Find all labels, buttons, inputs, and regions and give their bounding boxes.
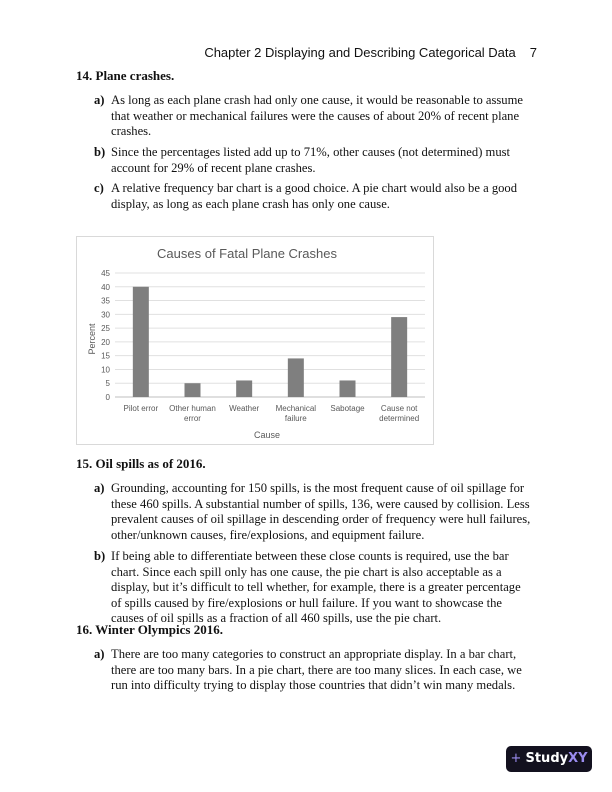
y-tick-label: 5 <box>106 379 111 388</box>
bar <box>391 317 408 397</box>
x-tick-label: Cause not <box>381 404 418 413</box>
y-tick-label: 35 <box>101 297 110 306</box>
x-tick-label: error <box>184 414 201 423</box>
q15-a: a) Grounding, accounting for 150 spills, … <box>94 481 531 542</box>
q14-a: a) As long as each plane crash had only o… <box>94 93 523 139</box>
y-tick-label: 10 <box>101 365 110 374</box>
bar-chart: Causes of Fatal Plane Crashes Percent Ca… <box>76 236 434 445</box>
x-tick-label: determined <box>379 414 419 423</box>
y-tick-label: 45 <box>101 269 110 278</box>
y-tick-label: 25 <box>101 324 110 333</box>
y-tick-label: 15 <box>101 352 110 361</box>
x-tick-label: Weather <box>229 404 259 413</box>
studyxy-logo: + StudyXY <box>506 746 592 772</box>
chart-svg: Causes of Fatal Plane Crashes Percent Ca… <box>87 246 425 440</box>
bar <box>339 380 356 397</box>
x-tick-label: Sabotage <box>330 404 365 413</box>
x-tick-label: Pilot error <box>123 404 158 413</box>
q16-a: a) There are too many categories to const… <box>94 647 522 693</box>
q14-c: c) A relative frequency bar chart is a go… <box>94 181 518 211</box>
y-tick-label: 30 <box>101 310 110 319</box>
q14-b: b) Since the percentages listed add up to… <box>94 145 511 175</box>
y-axis-label: Percent <box>87 323 97 355</box>
x-tick-label: Mechanical <box>276 404 317 413</box>
page-number: 7 <box>529 45 537 60</box>
q16-heading: 16. Winter Olympics 2016. <box>76 622 223 637</box>
page-header: Chapter 2 Displaying and Describing Cate… <box>204 45 537 60</box>
y-tick-label: 40 <box>101 283 110 292</box>
bar <box>132 286 149 397</box>
x-tick-label: Other human <box>169 404 216 413</box>
q14-heading: 14. Plane crashes. <box>76 68 175 83</box>
bar <box>287 358 304 397</box>
x-axis-label: Cause <box>254 430 280 440</box>
q15-heading: 15. Oil spills as of 2016. <box>76 456 206 471</box>
y-tick-label: 0 <box>106 393 111 402</box>
bar <box>236 380 253 397</box>
q15-b: b) If being able to differentiate between… <box>94 549 521 626</box>
chart-title: Causes of Fatal Plane Crashes <box>157 246 337 261</box>
bar <box>184 383 201 397</box>
y-tick-label: 20 <box>101 338 110 347</box>
x-tick-label: failure <box>285 414 307 423</box>
